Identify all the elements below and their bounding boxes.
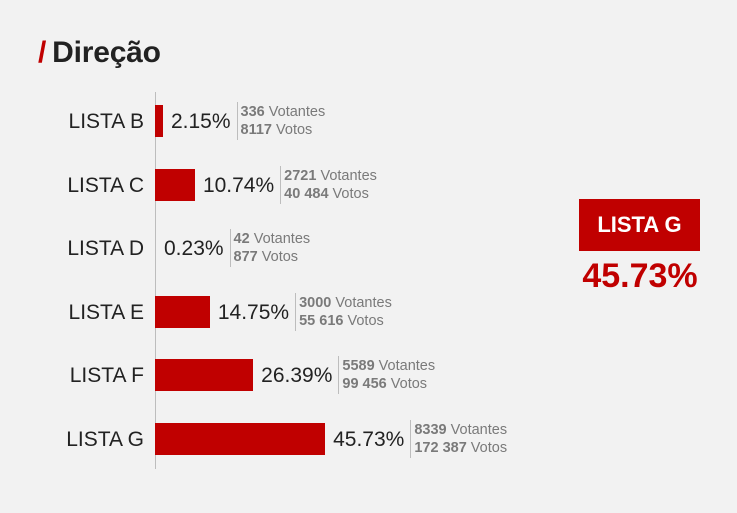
value-label: 14.75% — [217, 300, 290, 324]
votos-count: 40 484 — [284, 185, 329, 202]
bar — [155, 422, 326, 455]
votos-line: 172 387 Votos — [414, 439, 507, 457]
votos-count: 8117 — [240, 122, 272, 138]
votantes-line: 2721 Votantes — [284, 167, 377, 185]
votos-count: 172 387 — [414, 439, 467, 456]
chart-axis-line — [155, 92, 156, 469]
votantes-line: 42 Votantes — [234, 230, 311, 248]
value-label: 45.73% — [333, 427, 405, 451]
value-label: 0.23% — [164, 237, 224, 260]
vote-counts: 336 Votantes 8117 Votos — [241, 103, 326, 139]
category-label: LISTA C — [67, 173, 144, 197]
category-label: LISTA E — [68, 300, 144, 324]
votantes-line: 3000 Votantes — [299, 294, 392, 312]
votos-line: 877 Votos — [234, 248, 311, 266]
votos-label: Votos — [257, 249, 299, 265]
vote-counts: 5589 Votantes 99 456 Votos — [342, 357, 435, 393]
votos-line: 8117 Votos — [241, 121, 326, 139]
votos-label: Votos — [386, 376, 428, 392]
votantes-count: 5589 — [342, 358, 375, 374]
votantes-line: 336 Votantes — [241, 103, 326, 121]
vote-counts: 3000 Votantes 55 616 Votos — [299, 294, 392, 330]
votantes-count: 336 — [240, 104, 265, 120]
votantes-label: Votantes — [249, 231, 311, 247]
title-slash: / — [38, 36, 47, 69]
vote-counts: 2721 Votantes 40 484 Votos — [284, 167, 377, 203]
separator-line — [295, 292, 297, 331]
vote-counts: 8339 Votantes 172 387 Votos — [414, 421, 507, 457]
votos-label: Votos — [343, 312, 384, 329]
page-title: / Direção — [38, 36, 161, 70]
value-label: 10.74% — [202, 173, 275, 197]
category-label: LISTA F — [69, 364, 144, 387]
winner-percentage: 45.73% — [582, 257, 698, 295]
votantes-line: 8339 Votantes — [414, 421, 507, 439]
votantes-count: 2721 — [284, 167, 317, 184]
bar-row: LISTA E 14.75% 3000 Votantes 55 616 Votos — [0, 292, 560, 333]
votantes-label: Votantes — [446, 421, 508, 438]
votantes-count: 3000 — [299, 294, 332, 311]
votos-label: Votos — [328, 185, 369, 202]
votos-count: 55 616 — [299, 312, 344, 329]
separator-line — [229, 229, 231, 267]
votantes-label: Votantes — [316, 167, 377, 184]
category-label: LISTA D — [67, 237, 144, 260]
votos-label: Votos — [466, 439, 508, 456]
bar — [155, 105, 163, 137]
votos-line: 55 616 Votos — [299, 312, 392, 330]
value-label: 2.15% — [170, 110, 231, 133]
separator-line — [338, 356, 340, 394]
value-label: 26.39% — [261, 364, 333, 387]
separator-line — [410, 419, 412, 458]
votos-line: 99 456 Votos — [342, 375, 435, 393]
votos-count: 877 — [233, 249, 258, 265]
title-text: Direção — [52, 36, 161, 69]
bar-row: LISTA D 0.23% 42 Votantes 877 Votos — [0, 229, 560, 269]
winner-badge: LISTA G — [579, 199, 700, 251]
votantes-label: Votantes — [331, 294, 392, 311]
votantes-count: 42 — [233, 231, 250, 247]
bar — [155, 359, 254, 391]
votantes-label: Votantes — [264, 104, 326, 120]
bar-row: LISTA B 2.15% 336 Votantes 8117 Votos — [0, 102, 560, 142]
votos-count: 99 456 — [342, 376, 387, 392]
bar-row: LISTA F 26.39% 5589 Votantes 99 456 Votos — [0, 356, 560, 396]
category-label: LISTA B — [68, 110, 144, 133]
votantes-label: Votantes — [374, 358, 436, 374]
votantes-count: 8339 — [414, 421, 447, 438]
separator-line — [280, 165, 282, 204]
bar-row: LISTA G 45.73% 8339 Votantes 172 387 Votos — [0, 419, 560, 460]
bar — [155, 295, 210, 328]
bar — [155, 168, 195, 201]
vote-counts: 42 Votantes 877 Votos — [234, 230, 311, 266]
bar-row: LISTA C 10.74% 2721 Votantes 40 484 Votos — [0, 165, 560, 206]
votos-line: 40 484 Votos — [284, 185, 377, 203]
category-label: LISTA G — [66, 427, 144, 451]
votos-label: Votos — [272, 122, 313, 138]
separator-line — [236, 102, 238, 140]
votantes-line: 5589 Votantes — [342, 357, 435, 375]
